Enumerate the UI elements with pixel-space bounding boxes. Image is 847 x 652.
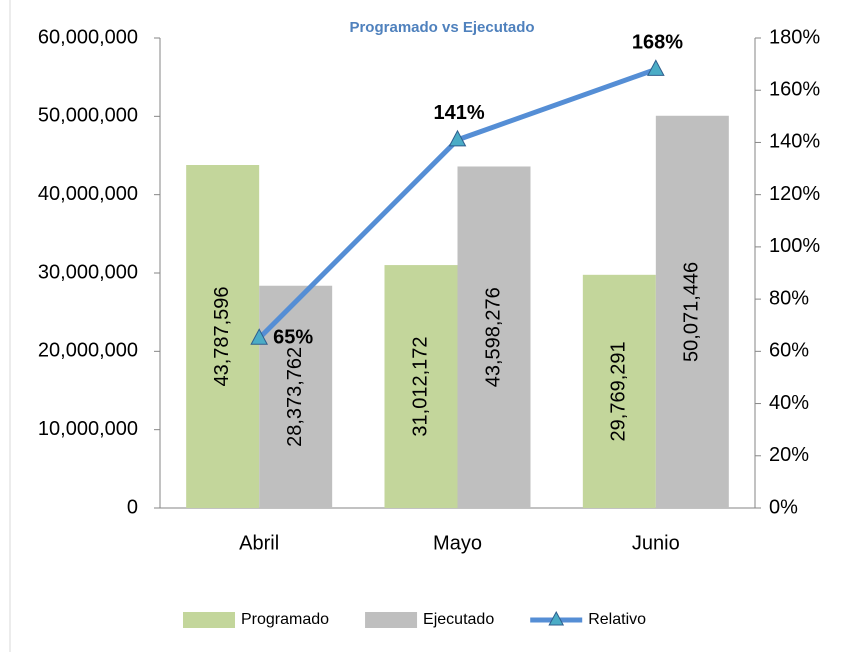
y-tick-label: 30,000,000 — [38, 261, 138, 283]
y2-tick-label: 60% — [769, 340, 809, 362]
y2-tick-label: 100% — [769, 235, 820, 257]
legend-swatch — [365, 612, 418, 628]
line-marker — [250, 328, 269, 345]
x-tick-label: Mayo — [433, 532, 482, 554]
legend-marker — [548, 610, 565, 626]
line-marker — [448, 129, 467, 147]
y-tick-label: 60,000,000 — [38, 26, 138, 48]
line-value-label: 168% — [632, 32, 683, 54]
y2-tick-label: 160% — [769, 79, 820, 101]
bar — [655, 115, 729, 508]
y-tick-label: 0 — [127, 496, 138, 518]
bar-value-label: 50,071,446 — [681, 262, 703, 362]
legend-swatch — [183, 612, 235, 628]
bar-value-label: 43,787,596 — [211, 286, 233, 386]
y2-tick-label: 20% — [769, 444, 809, 466]
bar-value-label: 31,012,172 — [409, 336, 431, 436]
line-value-label: 141% — [434, 102, 485, 124]
bar — [186, 164, 260, 508]
y2-tick-label: 40% — [769, 392, 809, 414]
y2-tick-label: 80% — [769, 287, 809, 309]
bar — [582, 274, 656, 508]
line-marker — [646, 59, 665, 76]
bar-value-label: 28,373,762 — [284, 347, 306, 447]
x-tick-label: Abril — [239, 532, 279, 554]
chart-title: Programado vs Ejecutado — [349, 19, 534, 36]
bar-value-label: 29,769,291 — [608, 341, 630, 441]
legend-label: Ejecutado — [423, 611, 494, 628]
legend-label: Relativo — [588, 611, 646, 628]
legend-label: Programado — [241, 611, 329, 628]
y2-tick-label: 180% — [769, 26, 820, 48]
line-value-label: 65% — [273, 327, 313, 349]
bar-value-label: 43,598,276 — [482, 287, 504, 387]
y2-tick-label: 0% — [769, 496, 798, 518]
y-tick-label: 50,000,000 — [38, 105, 138, 127]
y2-tick-label: 120% — [769, 183, 820, 205]
bar — [457, 166, 531, 509]
y2-tick-label: 140% — [769, 131, 820, 153]
x-tick-label: Junio — [632, 532, 680, 554]
y-tick-label: 20,000,000 — [38, 340, 138, 362]
y-tick-label: 10,000,000 — [38, 418, 138, 440]
y-tick-label: 40,000,000 — [38, 183, 138, 205]
bar — [384, 265, 458, 508]
